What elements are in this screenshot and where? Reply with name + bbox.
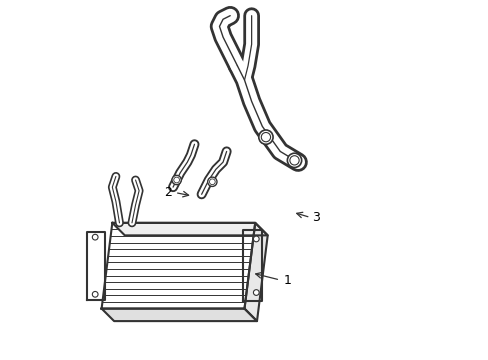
Circle shape (92, 292, 98, 297)
Circle shape (261, 132, 270, 142)
Circle shape (209, 179, 215, 185)
Polygon shape (112, 223, 267, 235)
Text: 2: 2 (163, 186, 171, 199)
Circle shape (172, 175, 181, 185)
Circle shape (173, 177, 179, 183)
Text: 1: 1 (283, 274, 291, 287)
Circle shape (253, 290, 259, 296)
Circle shape (92, 234, 98, 240)
Circle shape (207, 177, 217, 186)
Polygon shape (244, 223, 267, 321)
Circle shape (287, 153, 301, 167)
Circle shape (258, 130, 272, 144)
Polygon shape (102, 309, 257, 321)
Circle shape (253, 236, 259, 242)
Text: 3: 3 (311, 211, 319, 224)
Circle shape (289, 156, 299, 165)
